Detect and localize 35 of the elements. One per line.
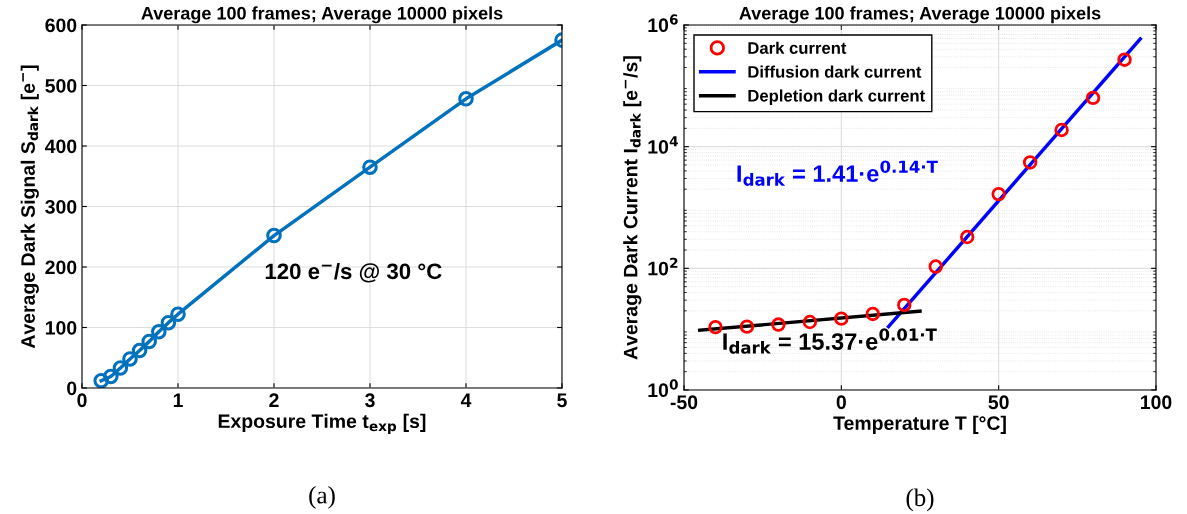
- y-tick-label: 10$^{0}$: [648, 379, 678, 398]
- legend-label: Diffusion dark current: [748, 65, 922, 78]
- legend-label: Depletion dark current: [748, 89, 925, 105]
- y-tick-label: 10$^{4}$: [648, 136, 678, 154]
- x-axis-title: Exposure Time t$_{exp}$ [s]: [218, 413, 426, 434]
- x-tick-label: 0: [77, 393, 87, 408]
- x-tick-label: 0: [836, 395, 846, 410]
- y-axis-title: Average Dark Current I$_{dark}$ [e$^{−}$/s]: [623, 56, 642, 360]
- y-tick-label: 10$^{2}$: [648, 257, 678, 276]
- y-tick-label: 10$^{6}$: [648, 14, 678, 33]
- y-tick-label: 300: [45, 199, 77, 214]
- legend-label: Dark current: [748, 41, 847, 54]
- chart-title: Average 100 frames; Average 10000 pixels: [739, 6, 1101, 24]
- x-tick-label: 50: [988, 395, 1009, 410]
- x-tick-label: 1: [173, 393, 183, 407]
- x-tick-label: 100: [1141, 395, 1172, 410]
- x-tick-label: 3: [365, 393, 375, 408]
- y-tick-label: 200: [45, 260, 77, 275]
- text: (b): [906, 488, 934, 512]
- text: (a): [309, 486, 335, 509]
- x-tick-label: -50: [670, 395, 698, 410]
- x-tick-label: 4: [460, 393, 472, 407]
- annotation: I$_{dark}$ = 15.37·e$^{0.01·T}$: [723, 328, 937, 354]
- chart-title: Average 100 frames; Average 10000 pixels: [141, 6, 503, 24]
- annotation: I$_{dark}$ = 1.41·e$^{0.14·T}$: [737, 160, 938, 186]
- annotation: 120 e$^{−}$/s @ 30 °C: [265, 262, 442, 283]
- y-tick-label: 500: [45, 78, 77, 93]
- x-axis-title: Temperature T [°C]: [833, 415, 1006, 434]
- y-tick-label: 400: [44, 139, 77, 154]
- y-tick-label: 100: [45, 320, 77, 335]
- x-tick-label: 5: [557, 393, 567, 408]
- y-tick-label: 0: [67, 381, 77, 396]
- y-tick-label: 600: [45, 18, 77, 33]
- x-tick-label: 2: [269, 393, 279, 407]
- y-axis-title: Average Dark Signal S$_{dark}$ [e$^{−}$]: [20, 65, 39, 349]
